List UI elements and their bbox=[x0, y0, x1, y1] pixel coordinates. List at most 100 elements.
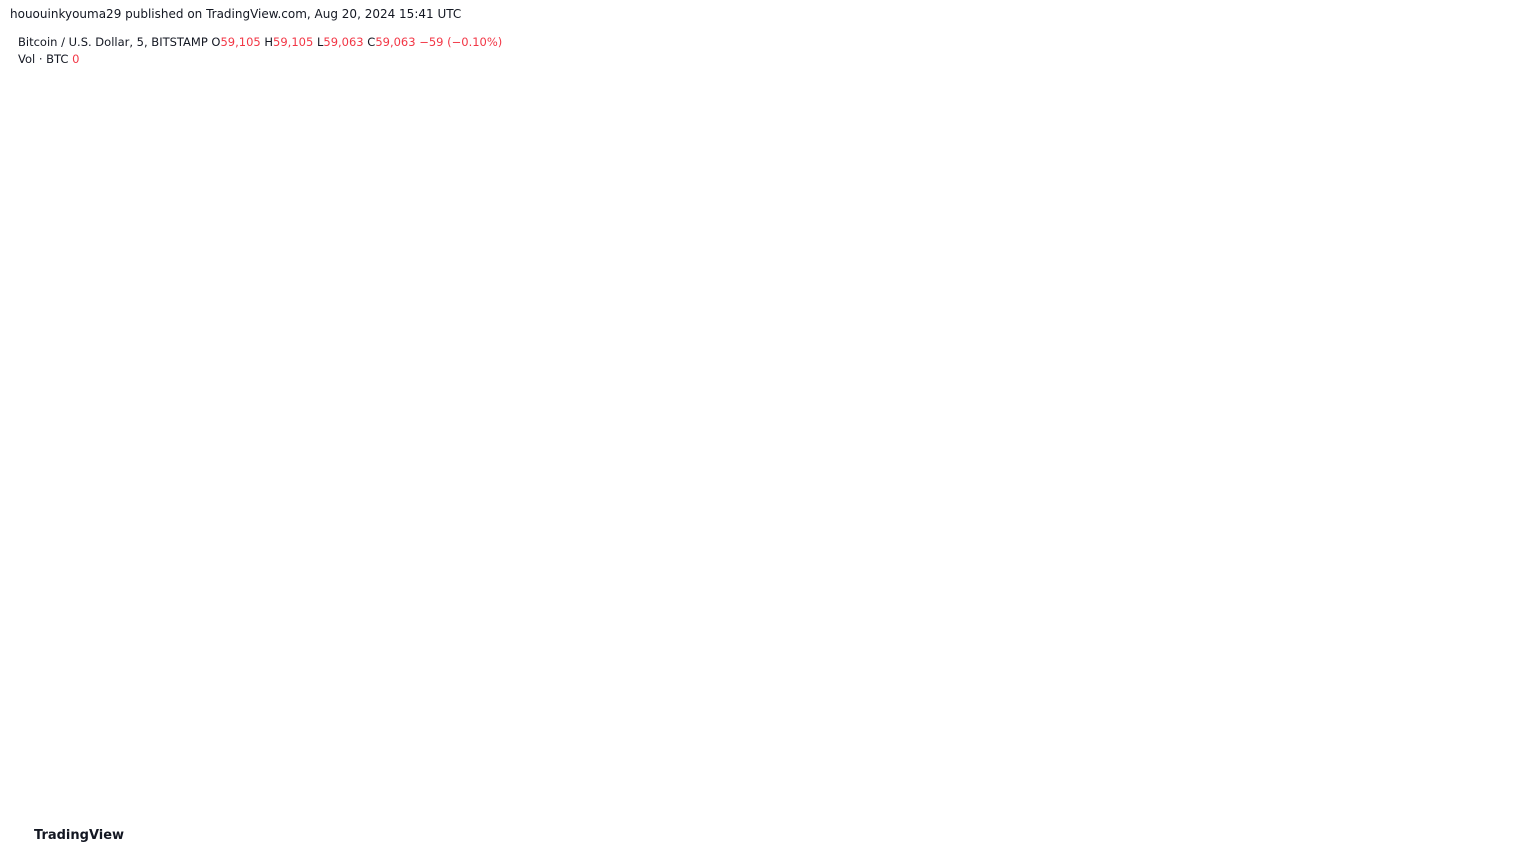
x-tick-label: 18:00 bbox=[506, 798, 539, 812]
candle-body bbox=[205, 413, 220, 575]
candle-body bbox=[1177, 494, 1192, 551]
volume-bar bbox=[1420, 704, 1435, 795]
candle-body bbox=[934, 421, 949, 559]
volume-bar bbox=[448, 766, 463, 795]
volume-tag bbox=[1469, 776, 1487, 792]
x-tick-label: 18 bbox=[596, 798, 612, 812]
candle-body bbox=[1069, 550, 1084, 632]
candle-body bbox=[1447, 251, 1462, 484]
y-tick-label: 60,200 bbox=[1478, 293, 1518, 307]
y-tick-label: 57,200 bbox=[1478, 777, 1518, 791]
volume-bar bbox=[313, 761, 328, 795]
countdown: 03:26 bbox=[1478, 490, 1511, 504]
volume-bar bbox=[1096, 709, 1111, 795]
ohlc-value: 59,105 bbox=[220, 35, 261, 49]
candle-body bbox=[394, 445, 409, 462]
volume-bar bbox=[475, 757, 490, 795]
candle-body bbox=[1258, 267, 1273, 462]
candle-body bbox=[70, 566, 85, 592]
candle-body bbox=[826, 356, 841, 365]
volume-bar bbox=[1393, 723, 1408, 795]
volume-bar bbox=[853, 757, 868, 795]
candle-body bbox=[718, 372, 733, 398]
volume-bar bbox=[502, 752, 517, 795]
logo-shape bbox=[10, 830, 28, 841]
volume-bar bbox=[1258, 662, 1273, 795]
candle-body bbox=[1096, 607, 1111, 632]
ohlc-value: 59,063 bbox=[323, 35, 364, 49]
volume-bar bbox=[1339, 690, 1354, 795]
volume-bar bbox=[934, 690, 949, 795]
alert-button[interactable] bbox=[1447, 767, 1469, 789]
x-tick-label: 12:00 bbox=[1073, 798, 1106, 812]
volume-bar bbox=[340, 766, 355, 795]
candle-body bbox=[124, 591, 139, 656]
candle-body bbox=[421, 445, 436, 470]
ohlc-label: L bbox=[316, 35, 324, 49]
y-tick-label: 58,000 bbox=[1478, 648, 1518, 662]
candle-body bbox=[853, 356, 868, 406]
candle-body bbox=[313, 461, 328, 503]
x-tick-label: 18:00 bbox=[830, 798, 863, 812]
x-tick-label: 12:00 bbox=[425, 798, 458, 812]
candle-body bbox=[1204, 494, 1219, 496]
candle-body bbox=[232, 413, 247, 430]
volume-bar bbox=[1150, 728, 1165, 795]
candle-body bbox=[583, 437, 598, 454]
volume-bar bbox=[1231, 723, 1246, 795]
x-tick-label: 06:00 bbox=[1316, 798, 1349, 812]
y-tick-label: 58,800 bbox=[1478, 519, 1518, 533]
candle-body bbox=[691, 397, 706, 414]
symbol: Bitcoin / U.S. Dollar, 5, BITSTAMP bbox=[18, 35, 208, 49]
ohlc-label: C bbox=[367, 35, 376, 49]
volume-bar bbox=[124, 681, 139, 795]
volume-bar bbox=[151, 652, 166, 795]
y-tick-label: 60,600 bbox=[1478, 228, 1518, 242]
footer: TradingView bbox=[34, 828, 125, 843]
volume-bar bbox=[97, 757, 112, 795]
candle-body bbox=[16, 615, 31, 672]
volume-bar bbox=[1204, 728, 1219, 795]
x-tick-label: 12:00 bbox=[1397, 798, 1430, 812]
y-tick-label: 59,800 bbox=[1478, 357, 1518, 371]
y-tick-label: 61,400 bbox=[1478, 99, 1518, 113]
volume-bar bbox=[421, 766, 436, 795]
legend-row: Vol · BTC 0 bbox=[18, 51, 502, 68]
candle-body bbox=[1285, 251, 1300, 268]
y-tick-label: 57,400 bbox=[1478, 745, 1518, 759]
x-tick-label: 19 bbox=[920, 798, 936, 812]
volume-bar bbox=[43, 761, 58, 795]
candle-body bbox=[1393, 203, 1408, 212]
volume-bar bbox=[367, 766, 382, 795]
candle-body bbox=[286, 494, 301, 503]
volume-bar bbox=[1312, 700, 1327, 795]
candle-body bbox=[1339, 162, 1354, 188]
candle-body bbox=[43, 591, 58, 616]
volume-bar bbox=[286, 757, 301, 795]
y-tick-label: 59,000 bbox=[1478, 487, 1518, 501]
candle-body bbox=[907, 364, 922, 422]
candle-body bbox=[1150, 550, 1165, 575]
candle-body bbox=[664, 380, 679, 414]
ohlc-label: O bbox=[211, 35, 221, 49]
y-tick-label: 57,600 bbox=[1478, 713, 1518, 727]
x-tick-label: 18:00 bbox=[1154, 798, 1187, 812]
y-tick-label: 58,600 bbox=[1478, 551, 1518, 565]
volume-bar bbox=[394, 761, 409, 795]
volume-bar bbox=[529, 761, 544, 795]
volume-bar bbox=[1042, 752, 1057, 795]
volume-bar bbox=[205, 690, 220, 795]
currency: USD bbox=[1484, 38, 1509, 52]
volume-bar bbox=[1123, 719, 1138, 795]
volume-bar bbox=[1069, 681, 1084, 795]
x-tick-label: 06:00 bbox=[344, 798, 377, 812]
y-tick-label: 61,600 bbox=[1478, 66, 1518, 80]
candle-body bbox=[556, 413, 571, 438]
currency-button[interactable] bbox=[1473, 31, 1519, 57]
y-tick-label: 58,400 bbox=[1478, 584, 1518, 598]
candle-body bbox=[475, 429, 490, 462]
volume-value: 0 bbox=[72, 52, 80, 66]
candle-body bbox=[502, 397, 517, 430]
candle-body bbox=[1420, 211, 1435, 252]
